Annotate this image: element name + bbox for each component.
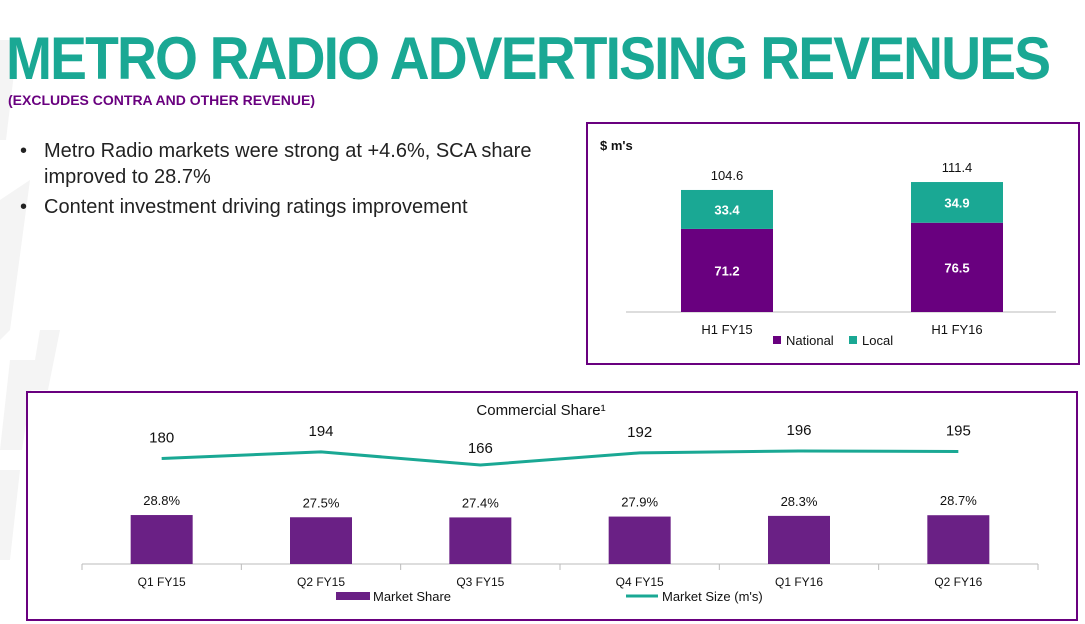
chart-frame xyxy=(586,122,1080,365)
line-value-label: 194 xyxy=(308,423,333,440)
commercial-share-chart: Commercial Share¹ Q1 FY15 Q2 FY15 Q3 FY15 Q… xyxy=(26,391,1078,621)
legend-label: Market Size (m's) xyxy=(662,589,763,604)
bar-national xyxy=(681,228,773,312)
legend-swatch-local xyxy=(849,336,857,344)
line-value-label: 180 xyxy=(149,429,174,446)
bar-local xyxy=(681,189,773,229)
x-tick-label: Q1 FY15 xyxy=(138,575,186,589)
revenue-stacked-bar-chart: $ m's 71.2 33.4 104.6 76.5 34.9 111.4 H1 FY15… xyxy=(586,122,1080,365)
bullet-text: Metro Radio markets were strong at +4.6%… xyxy=(44,140,532,188)
legend-label: Market Share xyxy=(373,589,451,604)
bar-value-label: 28.7% xyxy=(940,493,977,508)
bar-market-share xyxy=(290,517,352,564)
bar-total-label: 104.6 xyxy=(711,168,744,183)
bar-market-share xyxy=(608,516,671,564)
bar-value-label: 28.3% xyxy=(781,494,818,509)
line-value-label: 196 xyxy=(786,422,811,439)
x-tick-label: H1 FY16 xyxy=(931,322,982,337)
bar-local xyxy=(911,182,1003,223)
bar-value-label: 27.4% xyxy=(462,495,499,510)
bar-value-label: 27.9% xyxy=(621,495,658,510)
bar-market-share xyxy=(768,515,830,564)
bar-market-share xyxy=(449,517,512,564)
bullet-dot-icon: • xyxy=(20,196,28,218)
legend-label: National xyxy=(786,333,834,348)
legend-swatch-market-share xyxy=(336,592,370,600)
chart-frame xyxy=(26,391,1078,621)
x-tick-label: Q2 FY16 xyxy=(934,575,982,589)
bar-total-label: 111.4 xyxy=(942,160,973,175)
bullet-dot-icon: • xyxy=(20,140,28,162)
x-tick-label: Q1 FY16 xyxy=(775,575,823,589)
bullet-list: • Metro Radio markets were strong at +4.6… xyxy=(20,138,540,224)
bar-value-label: 33.4 xyxy=(714,202,740,217)
bullet-item: • Metro Radio markets were strong at +4.6… xyxy=(20,138,540,190)
line-value-label: 195 xyxy=(946,422,971,439)
page-subtitle: (EXCLUDES CONTRA AND OTHER REVENUE) xyxy=(8,92,315,108)
line-market-size xyxy=(161,449,959,467)
x-tick-label: H1 FY15 xyxy=(701,322,752,337)
legend: Market Share Market Size (m's) xyxy=(336,589,763,604)
bullet-item: • Content investment driving ratings impr… xyxy=(20,194,540,220)
bar-value-label: 34.9 xyxy=(944,195,969,210)
bar-value-label: 76.5 xyxy=(944,260,969,275)
line-value-label: 192 xyxy=(627,424,652,441)
legend: National Local xyxy=(773,333,893,348)
bar-market-share xyxy=(927,515,990,564)
bar-value-label: 71.2 xyxy=(714,263,739,278)
legend-swatch-national xyxy=(773,336,781,344)
x-tick-label: Q4 FY15 xyxy=(616,575,664,589)
bullet-text: Content investment driving ratings impro… xyxy=(44,196,468,218)
legend-label: Local xyxy=(862,333,893,348)
unit-label: $ m's xyxy=(600,138,633,153)
bar-national xyxy=(911,222,1003,312)
line-value-label: 166 xyxy=(468,440,493,457)
bar-market-share xyxy=(130,515,193,564)
x-tick-label: Q2 FY15 xyxy=(297,575,345,589)
bar-value-label: 27.5% xyxy=(303,495,340,510)
page-title: METRO RADIO ADVERTISING REVENUES xyxy=(6,25,1051,92)
x-tick-label: Q3 FY15 xyxy=(456,575,504,589)
chart-title: Commercial Share¹ xyxy=(476,402,605,419)
bar-value-label: 28.8% xyxy=(143,493,180,508)
